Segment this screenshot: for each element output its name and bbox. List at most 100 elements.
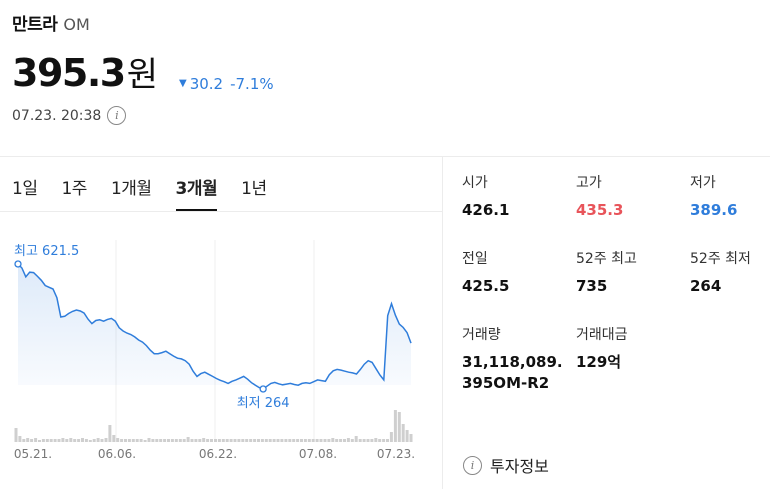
- volume-bar: [127, 439, 131, 442]
- volume-bar: [296, 439, 300, 442]
- header-divider: [0, 156, 770, 157]
- volume-bar: [151, 439, 155, 442]
- volume-bar: [202, 438, 206, 442]
- coin-name: 만트라: [12, 15, 58, 35]
- volume-bar: [323, 439, 327, 442]
- volume-bar: [370, 439, 374, 442]
- volume-bar: [112, 435, 116, 442]
- volume-bar: [339, 439, 343, 442]
- volume-bar: [405, 430, 409, 442]
- stat-value: 435.3: [576, 201, 624, 219]
- volume-bar: [225, 439, 229, 442]
- stats-grid: 시가 426.1 고가 435.3 저가 389.6 전일 425.5 52주 …: [462, 172, 762, 395]
- info-icon: i: [463, 455, 482, 475]
- volume-bar: [69, 438, 73, 442]
- chart-gridlines: [115, 240, 315, 442]
- volume-bar: [206, 439, 210, 442]
- invest-info-link[interactable]: i 투자정보: [463, 453, 549, 477]
- volume-bar: [374, 438, 378, 442]
- volume-bar: [124, 439, 127, 442]
- stat-prev-close: 전일 425.5: [462, 248, 576, 298]
- tab-1-month[interactable]: 1개월: [110, 179, 152, 199]
- stat-label: 52주 최저: [690, 250, 751, 267]
- price-chart[interactable]: 최고 621.5 최저 264 05.21. 06.06. 06.22. 07.08.…: [0, 212, 442, 489]
- info-icon[interactable]: i: [107, 106, 127, 125]
- coin-header: 만트라 OM 395.3 원 ▼ 30.2 -7.1% 07.23. 20:38…: [12, 10, 752, 125]
- volume-bar: [131, 439, 135, 442]
- volume-bar: [84, 439, 88, 442]
- volume-bar: [174, 439, 178, 442]
- volume-bar: [182, 439, 186, 442]
- volume-bar: [22, 439, 26, 442]
- volume-bar: [378, 439, 382, 442]
- tab-1-year[interactable]: 1년: [241, 179, 267, 199]
- volume-bar: [14, 428, 18, 442]
- stat-value: 264: [690, 276, 722, 295]
- tab-3-months[interactable]: 3개월: [175, 166, 218, 211]
- volume-bar: [190, 439, 194, 442]
- tab-1-week[interactable]: 1주: [61, 179, 87, 199]
- volume-bar: [18, 436, 22, 442]
- volume-bar: [170, 439, 174, 442]
- volume-bar: [335, 439, 339, 442]
- stat-high: 고가 435.3: [576, 172, 690, 222]
- volume-bar: [307, 439, 311, 442]
- volume-bar: [358, 439, 362, 442]
- volume-bar: [147, 438, 151, 442]
- volume-bar: [350, 439, 354, 442]
- volume-bar: [229, 439, 233, 442]
- volume-bar: [331, 438, 335, 442]
- stat-trade-value: 거래대금 129억: [576, 324, 690, 396]
- stat-value: 389.6: [690, 201, 738, 219]
- volume-bar: [30, 439, 34, 442]
- time-row: 07.23. 20:38 i: [12, 106, 752, 125]
- volume-bar: [194, 439, 198, 442]
- stat-value: 129억: [576, 352, 622, 371]
- stat-label: 거래대금: [576, 326, 628, 343]
- x-axis-label: 07.23.: [377, 447, 415, 461]
- stat-volume: 거래량 31,118,089. 395OM-R2: [462, 324, 576, 396]
- period-tabs: 1일 1주 1개월 3개월 1년: [12, 166, 291, 211]
- volume-bar: [303, 439, 307, 442]
- volume-bar: [366, 439, 370, 442]
- volume-bar: [237, 439, 241, 442]
- stat-low: 저가 389.6: [690, 172, 770, 222]
- volume-bar: [96, 438, 100, 442]
- max-point-marker: [14, 260, 22, 268]
- volume-bar: [284, 439, 288, 442]
- column-divider: [442, 157, 443, 489]
- volume-bar: [186, 437, 190, 442]
- currency-unit: 원: [126, 55, 158, 95]
- volume-bar: [53, 439, 57, 442]
- volume-bar: [260, 439, 264, 442]
- volume-bar: [88, 440, 92, 442]
- stat-52w-high: 52주 최고 735: [576, 248, 690, 298]
- volume-bar: [155, 439, 159, 442]
- stat-value: 426.1: [462, 201, 510, 219]
- volume-bar: [178, 439, 182, 442]
- volume-bar: [77, 439, 81, 442]
- volume-bar: [268, 439, 272, 442]
- volume-bar: [100, 439, 104, 442]
- x-axis-label: 07.08.: [299, 447, 337, 461]
- stat-open: 시가 426.1: [462, 172, 576, 222]
- volume-bar: [45, 439, 49, 442]
- volume-bar: [167, 439, 170, 442]
- current-price: 395.3: [12, 51, 126, 95]
- volume-bar: [300, 439, 303, 442]
- x-axis-label: 05.21.: [14, 447, 52, 461]
- stat-label: 전일: [462, 250, 488, 267]
- volume-bar: [386, 439, 389, 442]
- price-area-fill: [18, 264, 411, 389]
- volume-bar: [139, 439, 143, 442]
- coin-symbol: OM: [63, 15, 90, 34]
- stat-value: 425.5: [462, 276, 510, 295]
- volume-bar: [292, 439, 296, 442]
- volume-bar: [65, 439, 69, 442]
- volume-bar: [311, 439, 315, 442]
- x-axis-labels: 05.21. 06.06. 06.22. 07.08. 07.23.: [14, 447, 415, 461]
- tab-1-day[interactable]: 1일: [12, 179, 38, 199]
- volume-bar: [346, 438, 350, 442]
- stat-label: 거래량: [462, 326, 501, 343]
- invest-info-label: 투자정보: [490, 457, 549, 476]
